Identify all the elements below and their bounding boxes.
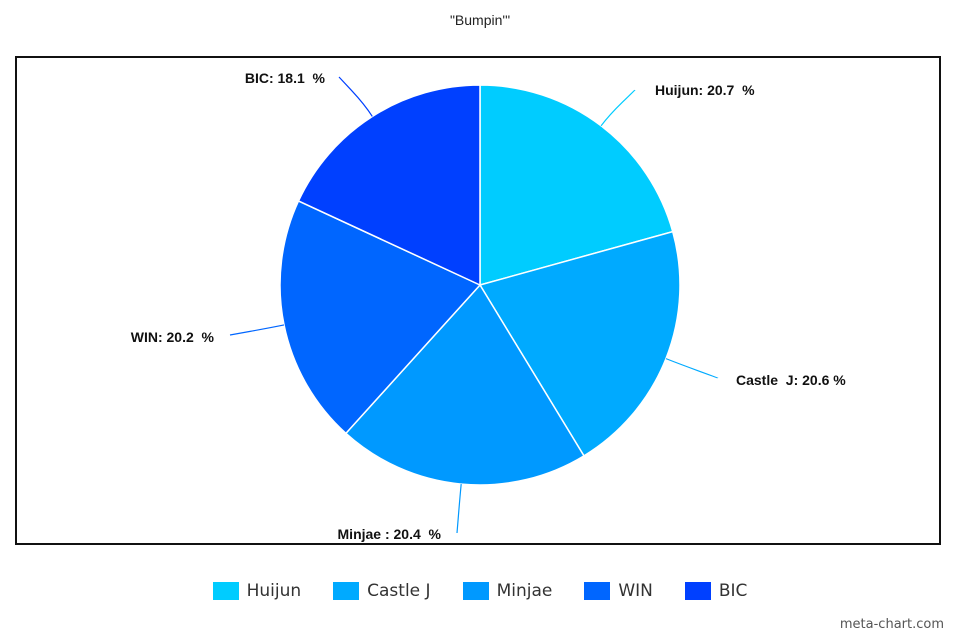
legend-label-bic: BIC: [718, 581, 748, 601]
slice-label-castle-j: Castle J: 20.6 %: [736, 372, 846, 388]
legend-swatch-castle-j: [333, 582, 360, 600]
slice-label-bic: BIC: 18.1 %: [245, 70, 326, 86]
leader-line-win: [229, 324, 285, 336]
legend-item-huijun[interactable]: Huijun: [212, 581, 302, 601]
legend-label-castle-j: Castle J: [367, 581, 431, 601]
chart-title: "Bumpin'": [449, 12, 511, 28]
slice-label-huijun: Huijun: 20.7 %: [655, 82, 755, 98]
legend-label-huijun: Huijun: [246, 581, 302, 601]
leader-line-huijun: [600, 89, 636, 127]
slice-label-minjae: Minjae : 20.4 %: [338, 526, 442, 542]
watermark: meta-chart.com: [839, 617, 944, 632]
pie-slice-win[interactable]: [279, 199, 482, 435]
legend-label-win: WIN: [618, 581, 653, 601]
plot-frame: Huijun: 20.7 % Castle J: 20.6 % Minjae : 2…: [15, 56, 941, 545]
legend: Huijun Castle J Minjae WIN BIC: [0, 576, 960, 606]
legend-label-minjae: Minjae: [496, 581, 553, 601]
leader-line-castle-j: [665, 358, 719, 379]
pie-slice-castle-j[interactable]: [478, 230, 681, 457]
leader-line-minjae: [456, 484, 462, 534]
legend-swatch-bic: [684, 582, 711, 600]
legend-item-bic[interactable]: BIC: [684, 581, 748, 601]
leader-line-bic: [338, 76, 373, 117]
legend-item-castle-j[interactable]: Castle J: [333, 581, 431, 601]
legend-swatch-win: [584, 582, 611, 600]
slice-label-win: WIN: 20.2 %: [131, 329, 215, 345]
pie-slice-huijun[interactable]: [479, 84, 674, 286]
legend-item-win[interactable]: WIN: [584, 581, 653, 601]
pie-chart: Huijun: 20.7 % Castle J: 20.6 % Minjae : 2…: [131, 70, 847, 542]
legend-item-minjae[interactable]: Minjae: [462, 581, 553, 601]
legend-swatch-minjae: [462, 582, 489, 600]
legend-swatch-huijun: [212, 582, 239, 600]
pie-slice-minjae[interactable]: [344, 283, 585, 486]
